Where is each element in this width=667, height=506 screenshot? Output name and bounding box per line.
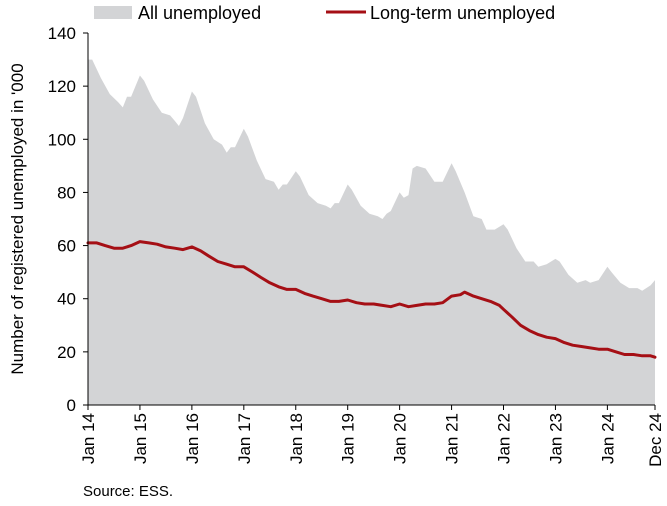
x-tick-label: Dec 24: [646, 413, 665, 467]
y-tick-label: 60: [57, 237, 76, 256]
legend-swatch-all-unemployed: [94, 6, 132, 19]
x-tick-label: Jan 22: [495, 413, 514, 464]
y-tick-label: 40: [57, 290, 76, 309]
y-tick-label: 0: [67, 396, 76, 415]
x-tick-label: Jan 21: [443, 413, 462, 464]
series-all-unemployed-area: [88, 59, 655, 405]
y-tick-label: 120: [48, 77, 76, 96]
x-tick-label: Jan 17: [235, 413, 254, 464]
y-tick-label: 140: [48, 24, 76, 43]
x-tick-label: Jan 16: [183, 413, 202, 464]
x-tick-label: Jan 15: [131, 413, 150, 464]
y-tick-label: 100: [48, 130, 76, 149]
y-axis-title: Number of registered unemployed in '000: [8, 63, 27, 374]
x-tick-label: Jan 14: [79, 413, 98, 464]
legend-label-long-term-unemployed: Long-term unemployed: [370, 3, 555, 23]
y-tick-label: 80: [57, 183, 76, 202]
x-tick-label: Jan 20: [391, 413, 410, 464]
x-tick-label: Jan 23: [546, 413, 565, 464]
y-tick-label: 20: [57, 343, 76, 362]
series-long-term-unemployed-line: [86, 240, 657, 359]
x-tick-label: Jan 19: [339, 413, 358, 464]
x-tick-label: Jan 18: [287, 413, 306, 464]
source-note: Source: ESS.: [83, 483, 174, 500]
x-tick-label: Jan 24: [598, 413, 617, 464]
legend-label-all-unemployed: All unemployed: [138, 3, 261, 23]
